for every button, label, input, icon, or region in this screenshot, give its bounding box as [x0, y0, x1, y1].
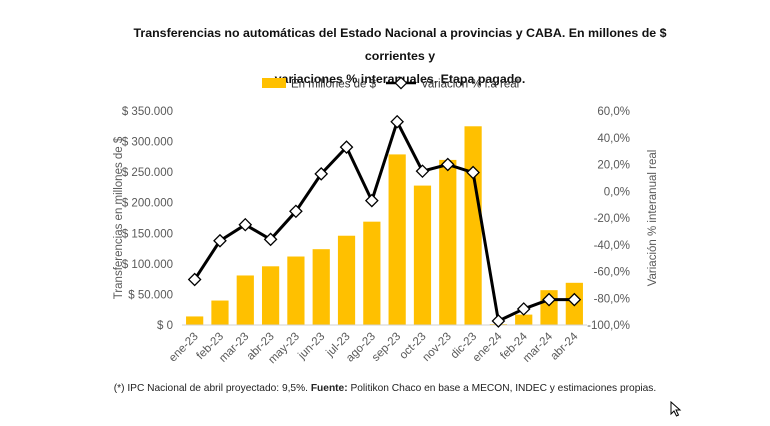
legend-bar-label: En millones de $: [291, 79, 377, 91]
right-tick-label: -20,0%: [594, 213, 630, 225]
legend-line-label: Variación % i.a real: [421, 79, 519, 91]
line-point: [440, 157, 455, 172]
line-point: [415, 164, 430, 179]
left-tick-label: $ 100.000: [122, 259, 173, 271]
right-tick-label: 40,0%: [597, 133, 630, 145]
legend-bar-swatch: [262, 78, 286, 88]
bar: [388, 154, 406, 325]
right-axis-label: Variación % interanual real: [647, 150, 659, 287]
bar: [312, 249, 330, 325]
right-tick-label: 60,0%: [597, 106, 630, 118]
left-tick-label: $ 0: [157, 320, 173, 332]
line-point: [238, 217, 253, 232]
bar-series: [186, 126, 583, 326]
left-tick-label: $ 250.000: [122, 167, 173, 179]
line-point: [542, 292, 556, 307]
right-tick-label: 0,0%: [604, 186, 630, 198]
chart-title-line1: Transferencias no automáticas del Estado…: [133, 26, 667, 63]
left-tick-label: $ 50.000: [128, 289, 173, 301]
bar: [236, 275, 254, 325]
bar: [413, 185, 432, 325]
x-tick-label: ene-23: [167, 331, 201, 365]
footnote-source: Politikon Chaco en base a MECON, INDEC y…: [347, 383, 657, 394]
right-axis-ticks: -100,0% -80,0% -60,0% -40,0% -20,0% 0,0% 20,0%…: [587, 106, 630, 332]
bar: [439, 159, 457, 325]
line-point: [491, 314, 506, 328]
bar: [337, 235, 356, 325]
line-point: [390, 114, 405, 129]
line-point: [466, 165, 480, 180]
bar: [464, 126, 482, 326]
footnote-source-label: Fuente:: [310, 383, 348, 394]
bar: [211, 300, 229, 325]
series-line: [193, 120, 575, 323]
line-point: [516, 302, 531, 316]
mouse-pointer-icon: [670, 401, 682, 417]
right-tick-label: 20,0%: [597, 160, 630, 172]
line-point: [187, 272, 202, 287]
right-tick-label: -100,0%: [587, 320, 630, 332]
right-tick-label: -60,0%: [594, 267, 630, 279]
bar: [515, 314, 533, 325]
x-tick-label: jun-23: [296, 331, 328, 363]
line-point: [213, 233, 227, 248]
x-axis-ticks: ene-23feb-23mar-23abr-23may-23jun-23jul-…: [167, 330, 581, 366]
left-axis-ticks: $ 0 $ 50.000 $ 100.000 $ 150.000 $ 200.000 $ …: [122, 106, 173, 332]
footnote: (*) IPC Nacional de abril proyectado: 9,…: [0, 383, 770, 394]
left-tick-label: $ 150.000: [122, 228, 173, 240]
bar: [186, 316, 204, 325]
x-tick-label: ene-24: [471, 330, 505, 364]
chart-legend: En millones de $ Variación % i.a real: [262, 76, 519, 91]
right-tick-label: -80,0%: [594, 293, 630, 305]
line-point: [339, 140, 354, 154]
left-axis-label: Transferencias en millones de $: [113, 136, 125, 299]
left-tick-label: $ 300.000: [122, 137, 173, 149]
left-tick-label: $ 350.000: [122, 106, 173, 118]
right-tick-label: -40,0%: [594, 240, 630, 252]
x-tick-label: nov-23: [421, 331, 454, 364]
x-tick-label: abr-24: [548, 330, 580, 362]
line-point: [289, 204, 303, 219]
legend-line-marker: [394, 76, 408, 90]
left-tick-label: $ 200.000: [122, 198, 173, 210]
line-point: [314, 167, 329, 181]
line-series: [187, 114, 582, 328]
footnote-text: (*) IPC Nacional de abril proyectado: 9,…: [113, 383, 311, 394]
line-point: [364, 193, 379, 208]
line-point: [263, 232, 278, 247]
bar: [261, 266, 280, 325]
line-point: [567, 292, 582, 307]
bar: [363, 221, 381, 325]
x-tick-label: sep-23: [370, 331, 403, 364]
bar: [287, 256, 305, 325]
